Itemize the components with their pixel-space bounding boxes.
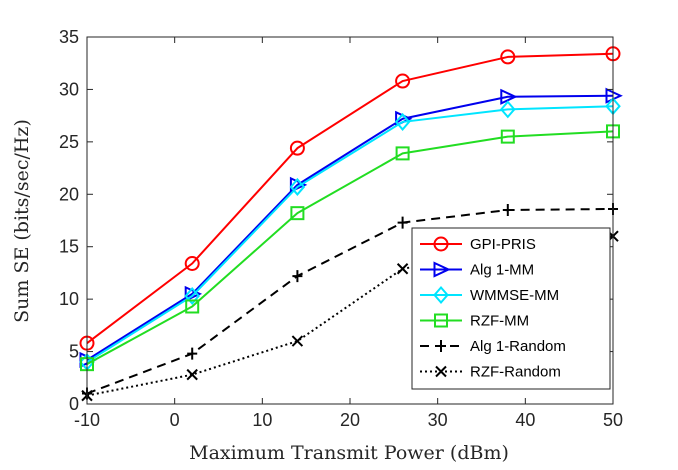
data-point xyxy=(500,129,515,144)
legend-marker xyxy=(433,236,449,252)
series-line xyxy=(86,235,614,397)
data-point xyxy=(395,73,411,89)
legend-marker xyxy=(433,261,451,278)
legend-item: RZF-MM xyxy=(420,313,529,330)
data-point xyxy=(292,270,303,283)
data-point xyxy=(395,146,410,161)
data-point xyxy=(186,368,198,381)
y-tick-label: 35 xyxy=(59,27,79,47)
series-line xyxy=(86,52,614,344)
x-tick-label: 10 xyxy=(252,410,272,430)
legend-label: Alg 1-MM xyxy=(470,262,534,279)
series-3 xyxy=(80,124,620,372)
data-point xyxy=(184,285,203,302)
legend-label: GPI-PRIS xyxy=(470,236,536,253)
y-axis-title: Sum SE (bits/sec/Hz) xyxy=(11,119,33,323)
x-tick-label: -10 xyxy=(74,410,100,430)
data-point xyxy=(397,216,408,229)
data-point xyxy=(291,335,304,347)
x-tick-label: 50 xyxy=(603,410,623,430)
data-point xyxy=(499,100,516,119)
x-tick-label: 40 xyxy=(515,410,535,430)
legend-item: GPI-PRIS xyxy=(420,236,536,253)
legend-marker xyxy=(433,285,449,305)
legend-marker xyxy=(434,313,448,328)
y-tick-label: 25 xyxy=(59,132,79,152)
data-point xyxy=(184,255,200,271)
data-point xyxy=(396,263,409,275)
legend-label: Alg 1-Random xyxy=(470,338,566,355)
legend-item: Alg 1-MM xyxy=(420,261,534,279)
x-tick-label: 30 xyxy=(428,410,448,430)
data-point xyxy=(290,206,305,221)
legend: GPI-PRIS Alg 1-MM WMMSE-MM RZF-MM Alg 1-Rand… xyxy=(411,227,611,390)
data-point xyxy=(394,112,411,131)
x-tick-label: 20 xyxy=(340,410,360,430)
y-tick-label: 15 xyxy=(59,237,79,257)
data-point xyxy=(184,286,201,306)
data-point xyxy=(185,299,200,314)
legend-label: RZF-MM xyxy=(470,313,529,330)
legend-box xyxy=(411,227,611,390)
y-tick-label: 20 xyxy=(59,184,79,204)
data-point xyxy=(289,177,306,196)
y-tick-label: 10 xyxy=(59,289,79,309)
data-point xyxy=(289,176,308,193)
legend-item: Alg 1-Random xyxy=(420,338,566,355)
x-axis-title: Maximum Transmit Power (dBm) xyxy=(189,442,509,464)
data-point xyxy=(289,140,305,156)
data-point xyxy=(502,204,513,217)
series-line xyxy=(86,207,614,395)
data-point xyxy=(500,49,516,65)
series-2 xyxy=(79,97,621,372)
legend-item: WMMSE-MM xyxy=(420,285,559,305)
legend-marker xyxy=(435,365,447,378)
series-line xyxy=(86,130,614,366)
data-point xyxy=(187,347,198,360)
legend-marker xyxy=(436,340,446,352)
x-tick-label: 0 xyxy=(170,410,180,430)
series-group xyxy=(79,46,623,402)
legend-label: RZF-Random xyxy=(470,364,561,381)
data-point xyxy=(500,88,518,105)
y-tick-label: 0 xyxy=(69,394,79,414)
y-tick-label: 5 xyxy=(69,342,79,362)
legend-item: RZF-Random xyxy=(420,364,561,381)
series-line xyxy=(86,105,614,363)
series-line xyxy=(86,94,614,361)
legend-label: WMMSE-MM xyxy=(470,287,559,304)
y-tick-label: 30 xyxy=(59,79,79,99)
